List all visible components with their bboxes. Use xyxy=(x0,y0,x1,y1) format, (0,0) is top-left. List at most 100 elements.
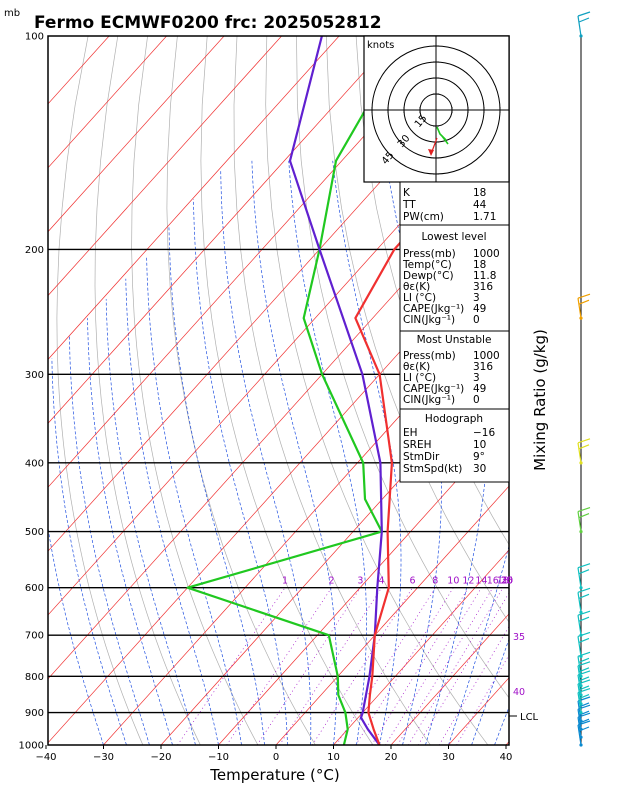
mixing-ratio-line xyxy=(371,587,469,745)
wind-barb xyxy=(577,563,591,590)
index-row-value: 49 xyxy=(473,303,486,315)
mixing-ratio-label: 3 xyxy=(357,576,363,587)
wind-barb-dot xyxy=(579,727,583,731)
wind-barb xyxy=(577,293,591,320)
isotherm xyxy=(48,36,340,360)
wind-barb-staff xyxy=(577,724,582,746)
most-unstable-header: Most Unstable xyxy=(417,334,492,346)
mixing-ratio-line xyxy=(256,587,361,745)
index-pw-value: 1.71 xyxy=(473,211,496,223)
index-row-label: StmDir xyxy=(403,451,440,463)
thermo-background xyxy=(48,36,509,745)
wind-barb-dot xyxy=(579,633,583,637)
wind-barb-dot xyxy=(579,743,583,747)
index-row-value: 0 xyxy=(473,314,480,326)
hodograph-trace xyxy=(436,126,449,145)
wind-barb xyxy=(577,587,591,614)
mixing-ratio-line xyxy=(408,587,504,745)
index-row-label: Press(mb) xyxy=(403,248,456,260)
temperature-tick-label: −40 xyxy=(35,752,56,763)
isotherm xyxy=(275,485,509,745)
wind-barb-staff xyxy=(577,717,582,738)
wind-barb-staff xyxy=(577,656,582,677)
index-row-label: CAPE(Jkg⁻¹) xyxy=(403,383,464,395)
dry-adiabat xyxy=(233,36,431,745)
wind-barb-flag xyxy=(577,670,591,676)
wind-barb xyxy=(577,507,591,534)
temperature-tick-label: 0 xyxy=(273,752,279,763)
mixing-ratio-label: 25 xyxy=(501,576,513,587)
temperature-tick-label: 10 xyxy=(327,752,340,763)
mixing-ratio-label: 10 xyxy=(447,576,459,587)
index-row-value: 316 xyxy=(473,361,493,373)
wind-barb-staff xyxy=(577,15,582,37)
mixing-ratio-line xyxy=(417,592,509,745)
isotherm xyxy=(333,549,509,745)
index-row-value: −16 xyxy=(473,427,495,439)
wind-barb-dot xyxy=(579,654,583,659)
index-pw-label: PW(cm) xyxy=(403,211,444,223)
mixing-ratio-label: 30 xyxy=(501,576,513,587)
wind-barb-dot xyxy=(579,693,583,697)
wind-barb-flag xyxy=(577,610,591,616)
mixing-ratio-label: 8 xyxy=(432,576,438,587)
wind-barb-staff xyxy=(577,683,582,704)
mixing-ratio-line xyxy=(336,587,436,745)
temperature-axis: −40 −30 −20 −10 0 10 20 30 40 xyxy=(35,745,512,763)
hodograph-params-header: Hodograph xyxy=(425,413,483,425)
mixing-ratio-line xyxy=(177,587,286,745)
wind-barb-dot xyxy=(579,586,583,590)
temperature-tick-label: 20 xyxy=(385,752,398,763)
isotherm xyxy=(48,36,110,105)
moist-adiabat xyxy=(332,160,402,745)
wind-barb-staff xyxy=(577,592,582,613)
mixing-ratio-line xyxy=(355,587,454,745)
temperature-tick-label: −20 xyxy=(150,752,171,763)
wind-barb-flag xyxy=(577,438,591,444)
wind-barb-staff xyxy=(577,442,582,463)
moist-adiabat xyxy=(125,278,219,745)
temperature-tick-label: −30 xyxy=(93,752,114,763)
profile-curves xyxy=(186,36,509,745)
index-row-label: CAPE(Jkg⁻¹) xyxy=(403,303,464,315)
mixing-ratio-line xyxy=(226,587,332,745)
mixing-ratio-line xyxy=(385,587,482,745)
pressure-tick-label: 700 xyxy=(25,631,44,642)
moist-adiabat xyxy=(105,299,196,745)
wind-barb-dot xyxy=(579,34,583,38)
index-row-value: 316 xyxy=(473,281,493,293)
wind-barb-dot xyxy=(579,461,583,465)
temperature-curve xyxy=(354,118,509,745)
wind-barb-flag xyxy=(577,679,591,685)
moist-adiabat xyxy=(251,160,338,745)
wind-barb-flag xyxy=(578,710,590,716)
wind-barb-dot xyxy=(579,735,583,739)
isotherm xyxy=(48,36,397,424)
dry-adiabat xyxy=(296,36,509,699)
mixing-ratio-line xyxy=(438,625,509,745)
wind-barb-flag xyxy=(578,299,590,305)
index-tt-label: TT xyxy=(402,199,416,211)
index-row-value: 30 xyxy=(473,463,486,475)
hodograph-unit-label: knots xyxy=(367,40,394,51)
mixing-ratio-label: 1 xyxy=(282,576,288,587)
pressure-tick-label: 600 xyxy=(25,583,44,594)
wind-barb xyxy=(577,11,591,38)
hodograph: knots 15 30 45 xyxy=(363,35,510,183)
wind-barb-flag xyxy=(577,661,591,667)
wind-barb-dot xyxy=(579,610,583,614)
moist-adiabat xyxy=(87,318,173,745)
wind-barb-dot xyxy=(579,710,583,715)
wind-barb-staff xyxy=(577,692,582,713)
moist-adiabat xyxy=(220,170,312,745)
mixing-ratio-label: 2 xyxy=(329,576,335,587)
moist-adiabat xyxy=(146,256,242,745)
wind-barb-flag xyxy=(577,11,591,17)
mixing-ratio-label: 18 xyxy=(497,576,509,587)
wind-barb-flag xyxy=(578,444,590,450)
isotherm xyxy=(48,36,282,297)
wind-barb-staff xyxy=(577,674,582,696)
moist-adiabat xyxy=(494,706,509,745)
index-row-label: StmSpd(kt) xyxy=(403,463,462,475)
